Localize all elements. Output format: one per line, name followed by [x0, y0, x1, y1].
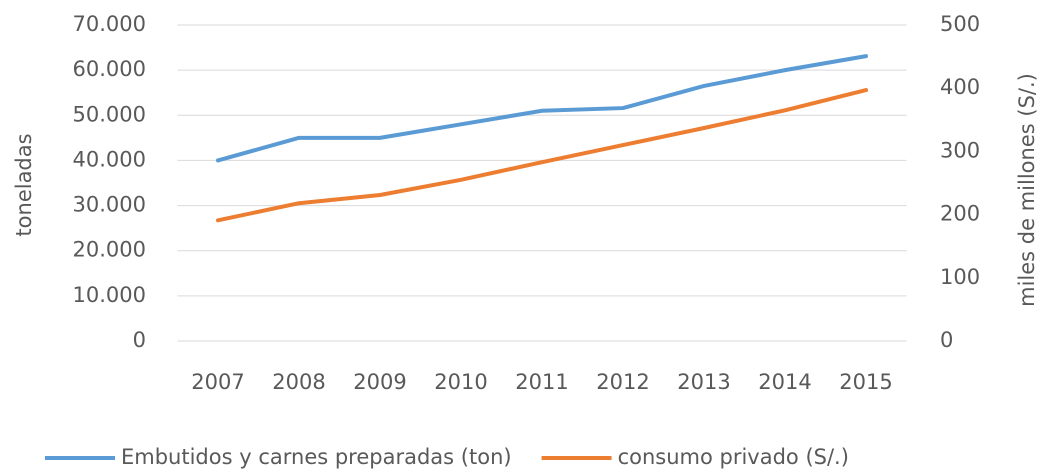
y2-tick-label: 300	[940, 138, 980, 162]
y2-tick-label: 0	[940, 328, 953, 352]
y-tick-label: 40.000	[73, 147, 146, 171]
y2-tick-label: 500	[940, 12, 980, 36]
y-tick-label: 0	[133, 328, 146, 352]
y-tick-label: 10.000	[73, 283, 146, 307]
series-line	[216, 88, 868, 223]
x-tick-label: 2011	[515, 370, 568, 394]
y-axis-title: toneladas	[12, 133, 36, 236]
x-tick-label: 2012	[596, 370, 649, 394]
legend-label: consumo privado (S/.)	[618, 445, 849, 469]
y-tick-label: 20.000	[73, 238, 146, 262]
x-tick-label: 2008	[272, 370, 325, 394]
y-tick-label: 30.000	[73, 193, 146, 217]
y-tick-label: 50.000	[73, 102, 146, 126]
x-tick-label: 2007	[191, 370, 244, 394]
x-tick-label: 2010	[434, 370, 487, 394]
y2-axis-title: miles de millones (S/.)	[1015, 73, 1039, 307]
y-tick-label: 70.000	[73, 12, 146, 36]
series-line	[216, 54, 868, 163]
y2-tick-label: 100	[940, 265, 980, 289]
y-tick-label: 60.000	[73, 57, 146, 81]
x-tick-label: 2009	[353, 370, 406, 394]
legend-label: Embutidos y carnes preparadas (ton)	[121, 445, 512, 469]
y2-tick-label: 200	[940, 202, 980, 226]
x-tick-label: 2013	[677, 370, 730, 394]
y2-tick-label: 400	[940, 75, 980, 99]
x-tick-label: 2015	[839, 370, 892, 394]
x-tick-label: 2014	[758, 370, 811, 394]
